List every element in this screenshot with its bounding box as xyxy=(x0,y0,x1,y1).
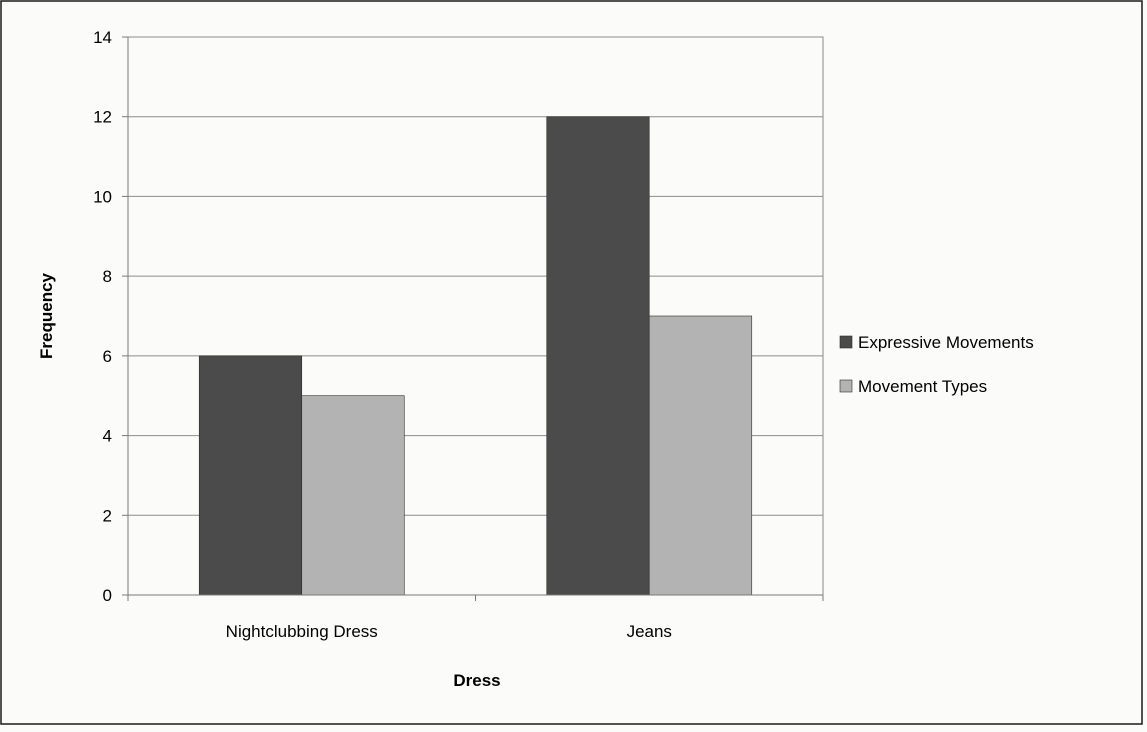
bars xyxy=(198,116,753,596)
legend-label: Expressive Movements xyxy=(858,333,1034,352)
x-axis-title: Dress xyxy=(453,671,500,690)
legend-swatch xyxy=(839,335,853,349)
x-category-label: Nightclubbing Dress xyxy=(226,622,378,641)
y-tick-label: 14 xyxy=(93,28,112,47)
legend-swatch xyxy=(839,379,853,393)
bar-movement-types xyxy=(301,395,405,596)
bar-expressive-movements xyxy=(198,355,303,596)
y-axis-title: Frequency xyxy=(37,272,56,359)
y-tick-label: 12 xyxy=(93,108,112,127)
legend: Expressive Movements Movement Types xyxy=(839,333,1034,396)
y-tick-label: 10 xyxy=(93,187,112,206)
x-axis-categories: Nightclubbing Dress Jeans xyxy=(127,595,824,641)
y-axis-ticks: 0 2 4 6 8 10 12 14 xyxy=(93,28,128,605)
y-tick-label: 2 xyxy=(103,506,112,525)
y-tick-label: 8 xyxy=(103,267,112,286)
y-tick-label: 6 xyxy=(103,347,112,366)
y-tick-label: 4 xyxy=(103,427,112,446)
y-tick-label: 0 xyxy=(103,586,112,605)
bar-expressive-movements xyxy=(546,116,650,596)
bar-movement-types xyxy=(648,315,753,596)
legend-label: Movement Types xyxy=(858,377,987,396)
x-category-label: Jeans xyxy=(627,622,672,641)
